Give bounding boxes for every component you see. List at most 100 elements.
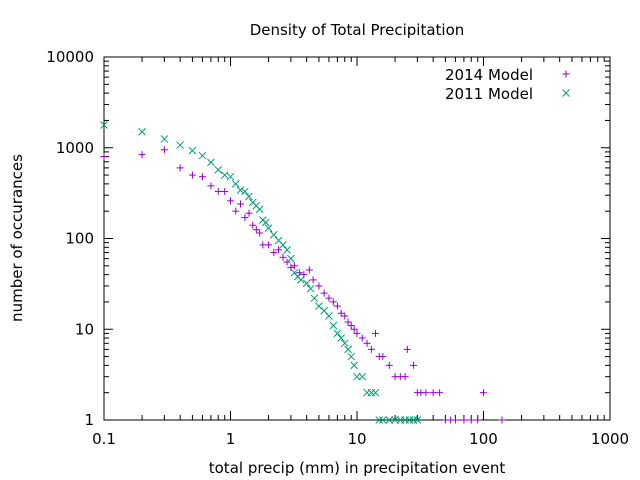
data-point-2011: [160, 135, 169, 143]
data-point-2011: [358, 372, 367, 381]
data-point-2014: [270, 249, 278, 257]
legend-plus-icon: [562, 70, 570, 78]
data-point-2014: [221, 187, 229, 195]
data-point-2014: [385, 361, 393, 369]
data-point-2014: [353, 329, 361, 337]
data-point-2011: [138, 127, 146, 136]
plot-area: [103, 56, 611, 421]
data-point-2014: [227, 197, 234, 205]
x-axis-label: total precip (mm) in precipitation event: [209, 459, 506, 477]
legend-label-2011: 2011 Model: [445, 85, 533, 103]
data-point-2011: [367, 388, 376, 397]
data-point-2014: [198, 173, 206, 181]
data-point-2014: [436, 389, 444, 397]
data-point-2011: [214, 166, 223, 174]
data-point-2014: [422, 389, 430, 397]
y-tick-label: 1: [84, 411, 94, 429]
data-point-2011: [264, 224, 273, 233]
data-point-2014: [305, 266, 313, 274]
data-point-2011: [375, 416, 384, 424]
data-point-2014: [358, 334, 366, 342]
data-point-2011: [220, 171, 229, 179]
data-point-2014: [410, 361, 418, 369]
data-point-2014: [188, 171, 196, 179]
data-point-2014: [367, 345, 375, 353]
data-point-2014: [467, 416, 475, 424]
data-point-2014: [403, 345, 411, 353]
data-point-2011: [413, 416, 422, 424]
data-point-2011: [378, 416, 387, 424]
y-tick-label: 100: [65, 230, 94, 248]
data-point-2014: [252, 226, 260, 234]
data-point-2011: [261, 218, 270, 227]
data-point-2014: [325, 294, 333, 302]
data-point-2011: [371, 388, 380, 397]
data-point-2014: [245, 209, 253, 217]
data-point-2011: [255, 205, 264, 214]
data-point-2011: [329, 321, 338, 330]
data-point-2014: [350, 325, 358, 333]
axis-ticks: [103, 57, 610, 421]
data-point-2011: [245, 192, 253, 201]
data-point-2014: [275, 246, 283, 254]
data-point-2011: [409, 416, 418, 424]
data-point-2014: [474, 416, 482, 424]
data-point-2011: [350, 361, 359, 370]
data-point-2014: [237, 200, 245, 208]
data-point-2014: [315, 282, 323, 290]
data-point-2011: [385, 416, 394, 424]
data-points: [100, 121, 506, 424]
data-point-2014: [256, 229, 264, 237]
data-point-2011: [340, 339, 349, 348]
data-point-2014: [207, 182, 215, 190]
data-point-2014: [320, 289, 328, 297]
data-point-2014: [451, 416, 459, 424]
data-point-2011: [188, 146, 197, 155]
x-tick-label: 1: [226, 430, 236, 448]
data-point-2014: [401, 373, 409, 381]
data-point-2014: [337, 309, 345, 317]
legend: 2014 Model 2011 Model: [445, 66, 570, 103]
data-point-2014: [265, 241, 273, 249]
data-point-2014: [100, 153, 108, 161]
y-tick-labels: 1 10 100 1000 10000: [46, 48, 94, 429]
data-point-2011: [236, 186, 245, 195]
chart-title: Density of Total Precipitation: [250, 21, 465, 39]
data-point-2011: [333, 329, 342, 338]
x-tick-label: 0.1: [92, 430, 116, 448]
data-point-2014: [241, 214, 249, 222]
data-point-2014: [341, 312, 349, 320]
x-tick-label: 10: [347, 430, 366, 448]
data-point-2014: [287, 263, 295, 271]
data-point-2014: [232, 207, 240, 215]
data-point-2011: [297, 276, 305, 284]
data-point-2011: [231, 180, 240, 188]
data-point-2014: [249, 221, 257, 229]
data-point-2011: [344, 345, 352, 354]
data-point-2014: [344, 318, 352, 326]
data-point-2014: [379, 353, 387, 361]
data-point-2014: [290, 262, 298, 270]
y-tick-label: 10: [75, 320, 94, 338]
data-point-2011: [287, 254, 295, 263]
data-point-2014: [279, 253, 287, 261]
data-point-2014: [160, 146, 168, 154]
data-point-2011: [302, 279, 311, 288]
x-tick-label: 100: [469, 430, 498, 448]
data-point-2011: [241, 187, 249, 196]
data-point-2014: [176, 164, 184, 172]
data-point-2011: [198, 151, 207, 160]
data-point-2014: [429, 389, 437, 397]
data-point-2011: [347, 352, 356, 361]
data-point-2011: [269, 230, 278, 239]
legend-label-2014: 2014 Model: [445, 66, 533, 84]
data-point-2014: [138, 151, 146, 159]
data-point-2011: [337, 334, 346, 342]
data-point-2014: [309, 276, 317, 284]
y-tick-label: 1000: [56, 139, 94, 157]
data-point-2014: [283, 258, 291, 266]
data-point-2014: [498, 416, 506, 424]
legend-marker-plus: [562, 70, 570, 78]
data-point-2011: [176, 141, 185, 149]
